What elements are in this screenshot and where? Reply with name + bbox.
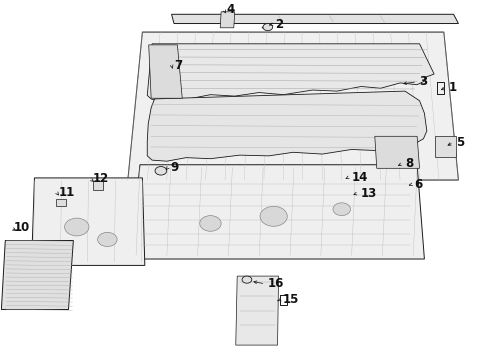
Polygon shape — [434, 136, 455, 157]
Circle shape — [155, 167, 166, 175]
Text: 10: 10 — [14, 221, 30, 234]
Circle shape — [332, 203, 350, 216]
Polygon shape — [148, 45, 182, 98]
Text: 15: 15 — [282, 293, 298, 306]
Text: 7: 7 — [174, 59, 182, 72]
Text: 3: 3 — [419, 75, 427, 88]
Polygon shape — [1, 240, 73, 310]
Polygon shape — [93, 181, 103, 190]
Circle shape — [200, 216, 221, 231]
Circle shape — [242, 276, 251, 283]
Polygon shape — [374, 136, 419, 168]
Text: 1: 1 — [448, 81, 456, 94]
Text: 12: 12 — [93, 172, 109, 185]
Text: 5: 5 — [455, 136, 463, 149]
Polygon shape — [235, 276, 278, 345]
Circle shape — [263, 23, 272, 31]
Text: 4: 4 — [225, 3, 234, 16]
Polygon shape — [31, 178, 144, 265]
Text: 14: 14 — [351, 171, 367, 184]
Circle shape — [64, 218, 89, 236]
Circle shape — [260, 206, 287, 226]
Polygon shape — [56, 199, 65, 206]
Circle shape — [98, 232, 117, 247]
Text: 11: 11 — [59, 186, 75, 199]
Text: 8: 8 — [404, 157, 412, 170]
Polygon shape — [220, 12, 234, 28]
Polygon shape — [127, 32, 458, 180]
Polygon shape — [147, 91, 426, 161]
Text: 16: 16 — [267, 278, 284, 291]
Text: 6: 6 — [414, 178, 422, 191]
Text: 13: 13 — [360, 187, 376, 200]
Text: 2: 2 — [274, 18, 282, 31]
Polygon shape — [147, 44, 433, 101]
Text: 9: 9 — [170, 161, 179, 174]
Polygon shape — [130, 165, 424, 259]
Polygon shape — [171, 14, 458, 23]
